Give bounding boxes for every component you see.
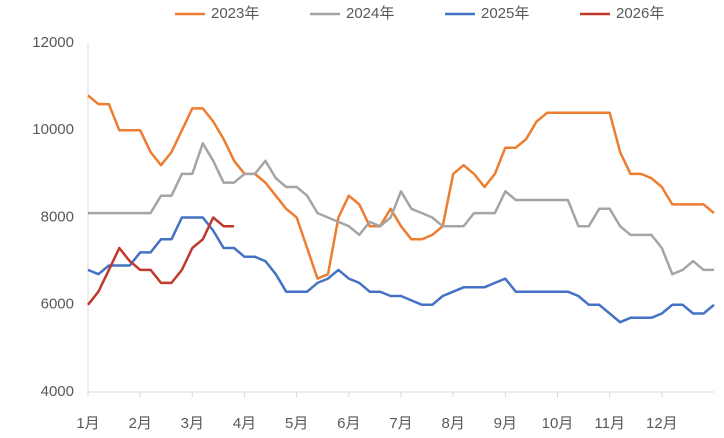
series-line — [87, 216, 235, 306]
series-line — [87, 216, 715, 324]
x-tick-label: 11月 — [594, 415, 625, 432]
x-tick-label: 2月 — [128, 415, 151, 432]
x-tick-label: 8月 — [441, 415, 464, 432]
x-tick-label: 10月 — [542, 415, 574, 432]
x-tick-label: 1月 — [76, 415, 99, 432]
x-tick-label: 7月 — [389, 415, 412, 432]
x-tick-label: 12月 — [646, 415, 678, 432]
legend-label: 2025年 — [481, 5, 529, 22]
series-line — [88, 142, 714, 276]
legend-label: 2023年 — [211, 5, 259, 22]
x-tick-label: 4月 — [233, 415, 256, 432]
y-tick-label: 12000 — [32, 34, 74, 51]
legend-label: 2026年 — [616, 5, 664, 22]
x-tick-label: 3月 — [181, 415, 204, 432]
x-tick-label: 9月 — [494, 415, 517, 432]
x-tick-label: 5月 — [285, 415, 308, 432]
y-tick-label: 10000 — [32, 121, 74, 138]
y-tick-label: 8000 — [41, 208, 74, 225]
series-line — [87, 94, 715, 280]
legend-label: 2024年 — [346, 5, 394, 22]
x-tick-label: 6月 — [337, 415, 360, 432]
y-tick-label: 6000 — [41, 296, 74, 313]
y-tick-label: 4000 — [41, 383, 74, 400]
